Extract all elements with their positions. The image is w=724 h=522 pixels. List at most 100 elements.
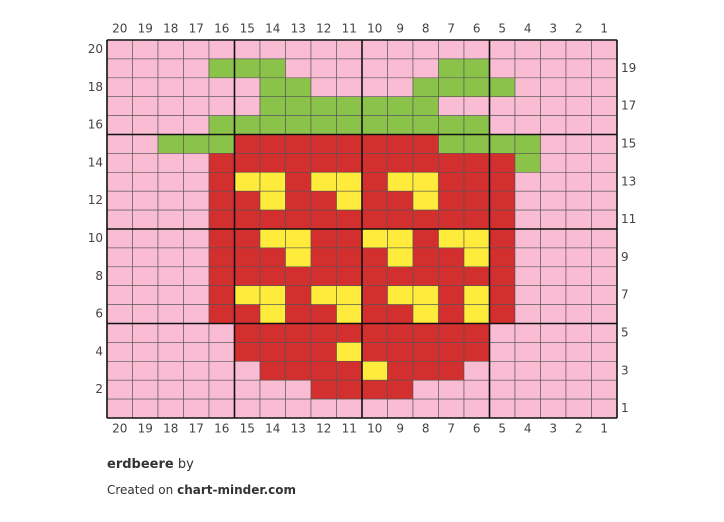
cell	[489, 285, 516, 305]
row-label: 20	[88, 42, 103, 56]
cell	[463, 360, 490, 381]
cell	[310, 172, 337, 192]
column-label: 20	[112, 422, 127, 436]
cell	[157, 342, 184, 362]
cell	[234, 190, 261, 211]
cell	[463, 304, 490, 324]
cell	[106, 153, 133, 173]
cell	[489, 360, 516, 381]
cell	[463, 228, 490, 249]
column-label: 6	[473, 22, 481, 36]
cell	[234, 96, 261, 116]
cell	[310, 304, 337, 324]
cell	[259, 190, 286, 211]
cell	[183, 379, 210, 400]
cell	[489, 115, 516, 135]
cell	[132, 115, 159, 135]
cell	[157, 398, 184, 419]
cell	[361, 190, 388, 211]
cell	[438, 209, 465, 230]
cell	[183, 190, 210, 211]
cell	[132, 266, 159, 286]
cell	[106, 285, 133, 305]
cell	[285, 134, 312, 154]
column-label: 9	[396, 22, 404, 36]
cell	[591, 190, 618, 211]
cell	[412, 209, 439, 230]
cell	[157, 323, 184, 343]
cell	[259, 266, 286, 286]
cell	[208, 266, 235, 286]
cell	[310, 77, 337, 98]
cell	[438, 39, 465, 60]
column-label: 5	[498, 422, 506, 436]
column-label: 14	[265, 422, 280, 436]
cell	[565, 266, 592, 286]
cell	[565, 285, 592, 305]
cell	[208, 304, 235, 324]
cell	[234, 360, 261, 381]
cell	[234, 379, 261, 400]
site[interactable]: chart-minder.com	[177, 483, 296, 497]
cell	[591, 134, 618, 154]
cell	[463, 247, 490, 268]
cell	[591, 115, 618, 135]
cell	[183, 398, 210, 419]
cell	[234, 134, 261, 154]
row-label: 15	[621, 136, 636, 150]
cell	[361, 360, 388, 381]
cell	[412, 398, 439, 419]
cell	[438, 398, 465, 419]
cell	[591, 342, 618, 362]
cell	[285, 39, 312, 60]
cell	[463, 266, 490, 286]
column-label: 1	[600, 22, 608, 36]
cell	[540, 58, 567, 79]
cell	[387, 153, 414, 173]
cell	[361, 285, 388, 305]
cell	[489, 379, 516, 400]
cell	[591, 228, 618, 249]
cell	[514, 304, 541, 324]
cell	[463, 153, 490, 173]
cell	[540, 379, 567, 400]
cell	[259, 96, 286, 116]
cell	[132, 58, 159, 79]
cell	[183, 323, 210, 343]
cell	[157, 360, 184, 381]
column-label: 18	[163, 22, 178, 36]
cell	[132, 190, 159, 211]
cell	[336, 266, 363, 286]
cell	[285, 96, 312, 116]
cell	[208, 247, 235, 268]
cell	[208, 342, 235, 362]
cell	[336, 285, 363, 305]
column-label: 5	[498, 22, 506, 36]
cell	[514, 379, 541, 400]
cell	[336, 96, 363, 116]
cell	[336, 134, 363, 154]
cell	[387, 209, 414, 230]
cell	[259, 342, 286, 362]
cell	[514, 228, 541, 249]
cell	[336, 77, 363, 98]
cell	[234, 172, 261, 192]
cell	[259, 134, 286, 154]
row-label: 10	[88, 231, 103, 245]
cell	[157, 190, 184, 211]
cell	[208, 209, 235, 230]
cell	[412, 39, 439, 60]
cell	[412, 58, 439, 79]
cell	[132, 153, 159, 173]
cell	[106, 190, 133, 211]
cell	[310, 115, 337, 135]
cell	[412, 228, 439, 249]
cell	[514, 190, 541, 211]
column-label: 11	[342, 22, 357, 36]
cell	[361, 153, 388, 173]
cell	[489, 247, 516, 268]
cell	[438, 115, 465, 135]
cell	[208, 172, 235, 192]
cell	[438, 323, 465, 343]
cell	[285, 115, 312, 135]
